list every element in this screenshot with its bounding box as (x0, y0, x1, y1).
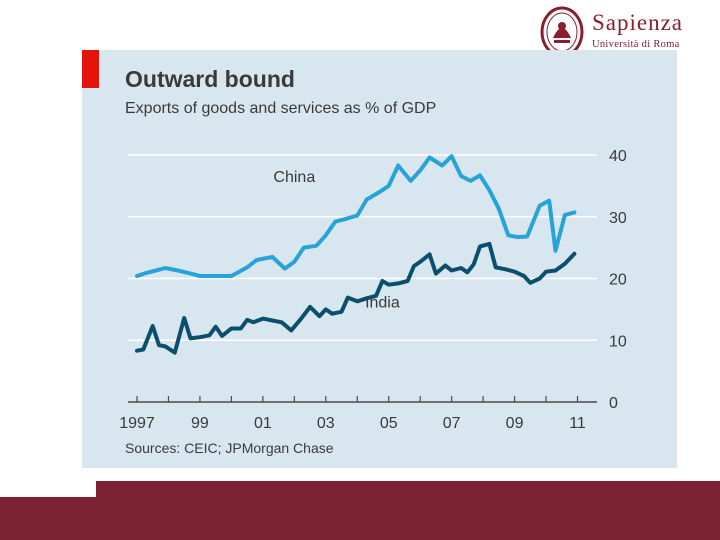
red-tab-marker (82, 50, 99, 88)
footer-bar-left (0, 497, 96, 540)
x-tick-label: 05 (380, 415, 398, 432)
chart-subtitle: Exports of goods and services as % of GD… (125, 100, 437, 117)
series-label-china: China (273, 169, 315, 186)
chart-title: Outward bound (125, 66, 295, 92)
y-tick-label: 10 (609, 333, 627, 350)
chart-source: Sources: CEIC; JPMorgan Chase (125, 440, 334, 456)
x-tick-label: 01 (254, 415, 272, 432)
logo-text: Sapienza Università di Roma (592, 10, 683, 52)
footer-bar (96, 481, 720, 540)
series-line-india (135, 241, 577, 355)
logo-subtitle: Università di Roma (592, 39, 680, 50)
y-tick-label: 20 (609, 272, 627, 289)
y-tick-label: 30 (609, 210, 627, 227)
x-tick-label: 11 (569, 415, 586, 432)
x-tick-label: 07 (443, 415, 461, 432)
x-tick-label: 99 (191, 415, 209, 432)
x-tick-label: 09 (506, 415, 524, 432)
series-label-india: India (365, 295, 400, 312)
y-tick-label: 0 (609, 395, 618, 412)
series-line-china (135, 154, 577, 278)
x-tick-label: 03 (317, 415, 335, 432)
logo-name: Sapienza (592, 10, 684, 35)
y-tick-label: 40 (609, 148, 627, 165)
x-tick-label: 1997 (119, 415, 155, 432)
